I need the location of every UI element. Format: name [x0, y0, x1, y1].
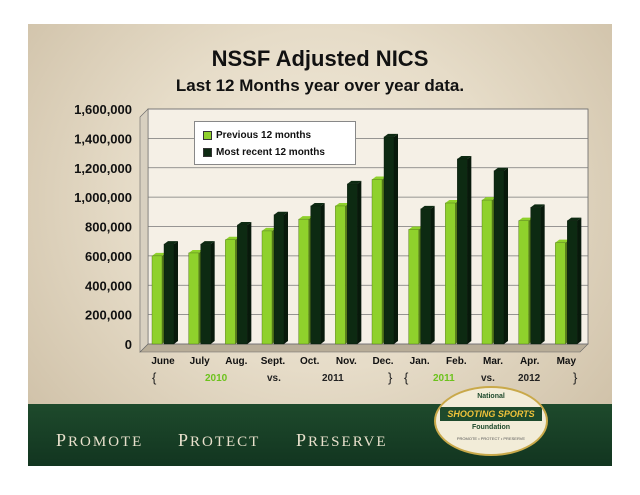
logo-motto: PROMOTE • PROTECT • PRESERVE [456, 436, 526, 441]
y-tick-label: 1,400,000 [74, 131, 132, 146]
bar-chart: 0 200,000 400,000 600,000 800,000 1,000,000 1,… [74, 102, 589, 367]
y-tick-label: 0 [125, 337, 132, 352]
x-tick-label: Mar. [483, 356, 503, 367]
legend-swatch-recent [203, 148, 212, 157]
x-tick-label: May [557, 356, 577, 367]
x-tick-label: June [151, 356, 175, 367]
x-tick-label: Feb. [446, 356, 467, 367]
logo-text-shooting-sports: SHOOTING SPORTS [440, 407, 542, 421]
y-tick-label: 200,000 [85, 308, 132, 323]
x-tick-label: Jan. [410, 356, 430, 367]
bar-recent [310, 202, 325, 345]
chart-title: NSSF Adjusted NICS [211, 46, 429, 71]
bar-recent [237, 222, 252, 345]
period-brace-close: } [388, 370, 393, 385]
legend: Previous 12 months Most recent 12 months [194, 121, 356, 165]
period-brace-open: { [404, 370, 409, 385]
x-tick-label: Oct. [300, 356, 320, 367]
y-axis: 0 200,000 400,000 600,000 800,000 1,000,000 1,… [74, 102, 132, 352]
bar-recent [457, 155, 472, 345]
plot-floor [139, 343, 589, 353]
y-tick-label: 1,200,000 [74, 161, 132, 176]
period-vs: vs. [267, 373, 281, 384]
nssf-logo: National SHOOTING SPORTS Foundation PROM… [434, 386, 548, 456]
period-start-year: 2010 [205, 373, 228, 384]
legend-item-recent: Most recent 12 months [203, 147, 325, 158]
period-brace-close: } [573, 370, 578, 385]
tagline-promote: PROMOTE [56, 430, 144, 450]
logo-text-national: National [477, 393, 505, 400]
legend-label-previous: Previous 12 months [216, 130, 312, 141]
bars [151, 133, 582, 345]
x-tick-label: Aug. [225, 356, 247, 367]
period-vs: vs. [481, 373, 495, 384]
x-tick-label: Apr. [520, 356, 540, 367]
x-tick-label: Dec. [372, 356, 393, 367]
logo-text-foundation: Foundation [471, 424, 511, 431]
period-start-year: 2011 [433, 373, 455, 384]
y-tick-label: 1,000,000 [74, 190, 132, 205]
bar-recent [493, 167, 508, 345]
legend-swatch-previous [203, 131, 212, 140]
x-tick-label: July [190, 356, 210, 367]
bar-recent [420, 205, 435, 345]
y-tick-label: 400,000 [85, 278, 132, 293]
x-tick-label: Sept. [261, 356, 286, 367]
bar-recent [567, 217, 582, 345]
bar-recent [163, 241, 178, 345]
x-tick-label: Nov. [336, 356, 357, 367]
plot-side-wall [139, 108, 149, 353]
bar-recent [530, 204, 545, 345]
period-end-year: 2011 [322, 373, 344, 384]
tagline-preserve: PRESERVE [296, 430, 388, 450]
chart-subtitle: Last 12 Months year over year data. [175, 76, 465, 95]
y-tick-label: 1,600,000 [74, 102, 132, 117]
period-end-year: 2012 [518, 373, 541, 384]
bar-recent [273, 211, 288, 345]
period-brace-open: { [152, 370, 157, 385]
x-axis: June July Aug. Sept. Oct. Nov. Dec. Jan. Feb. Mar… [151, 356, 576, 367]
legend-label-recent: Most recent 12 months [216, 147, 325, 158]
y-tick-label: 600,000 [85, 249, 132, 264]
y-tick-label: 800,000 [85, 220, 132, 235]
tagline-protect: PROTECT [178, 430, 261, 450]
bar-recent [347, 180, 362, 345]
bar-recent [200, 241, 215, 345]
legend-item-previous: Previous 12 months [203, 130, 311, 141]
bar-recent [383, 133, 398, 345]
